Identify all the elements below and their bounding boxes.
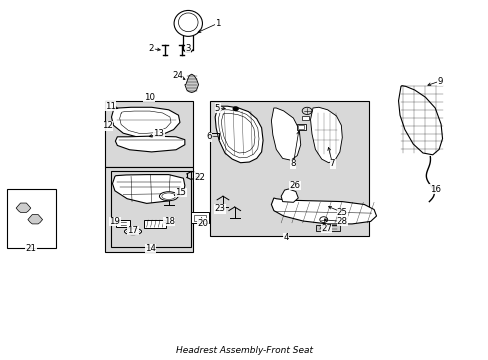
- Text: 19: 19: [109, 217, 120, 226]
- Text: 21: 21: [25, 244, 36, 253]
- Text: 25: 25: [336, 208, 347, 217]
- Bar: [105, 101, 193, 167]
- Text: 9: 9: [437, 77, 442, 85]
- Polygon shape: [215, 106, 263, 163]
- Polygon shape: [271, 198, 376, 224]
- Text: 11: 11: [104, 102, 115, 111]
- Polygon shape: [111, 107, 180, 138]
- Text: 6: 6: [206, 132, 212, 141]
- Text: 4: 4: [283, 233, 288, 242]
- Bar: [116, 220, 129, 227]
- Bar: [7, 189, 56, 248]
- Polygon shape: [115, 136, 184, 152]
- Text: 23: 23: [214, 204, 225, 213]
- Bar: [190, 212, 209, 223]
- Bar: [210, 101, 368, 236]
- Text: 17: 17: [127, 226, 138, 235]
- Text: 27: 27: [321, 224, 331, 233]
- Polygon shape: [184, 74, 198, 93]
- Circle shape: [233, 107, 238, 111]
- Polygon shape: [112, 175, 184, 203]
- Text: 1: 1: [214, 19, 220, 28]
- Text: 2: 2: [148, 44, 154, 53]
- Text: 13: 13: [153, 129, 164, 138]
- Text: 8: 8: [290, 159, 296, 168]
- Bar: [296, 124, 305, 130]
- Text: 14: 14: [145, 244, 156, 253]
- Text: 18: 18: [163, 217, 174, 226]
- Text: 16: 16: [429, 184, 440, 194]
- Text: 5: 5: [214, 104, 220, 112]
- Polygon shape: [281, 189, 298, 202]
- Polygon shape: [398, 86, 442, 155]
- Bar: [316, 225, 339, 231]
- Bar: [193, 215, 206, 221]
- Text: 10: 10: [143, 93, 154, 102]
- Text: Headrest Assembly-Front Seat: Headrest Assembly-Front Seat: [176, 346, 312, 355]
- Ellipse shape: [159, 192, 178, 201]
- Text: 3: 3: [185, 44, 191, 53]
- Bar: [144, 220, 166, 228]
- Text: 7: 7: [329, 159, 335, 168]
- Polygon shape: [271, 108, 300, 160]
- Text: 22: 22: [194, 173, 204, 181]
- Text: 24: 24: [172, 71, 183, 80]
- Bar: [105, 167, 193, 252]
- Bar: [302, 116, 308, 120]
- Polygon shape: [16, 203, 31, 212]
- Text: 12: 12: [102, 122, 113, 130]
- Ellipse shape: [124, 228, 142, 235]
- Text: 26: 26: [289, 181, 300, 190]
- Text: 28: 28: [336, 217, 347, 226]
- Text: 20: 20: [197, 219, 208, 228]
- Polygon shape: [310, 107, 342, 163]
- Bar: [111, 171, 190, 247]
- Text: 15: 15: [175, 188, 186, 197]
- Bar: [298, 125, 304, 129]
- Polygon shape: [28, 215, 42, 224]
